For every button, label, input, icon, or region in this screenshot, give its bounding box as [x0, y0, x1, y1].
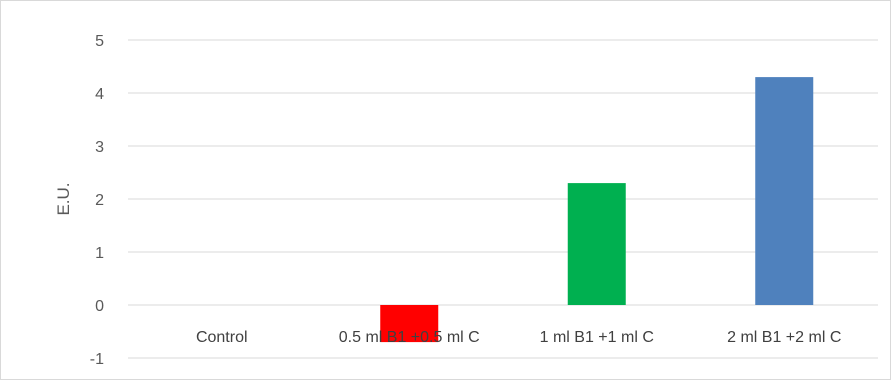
y-tick-label: 2 — [95, 192, 104, 209]
y-tick-label: 1 — [95, 245, 104, 262]
x-category-label: 1 ml B1 +1 ml C — [540, 329, 654, 346]
gridlines — [128, 39, 878, 359]
bar — [380, 305, 439, 343]
y-tick-label: 5 — [95, 33, 104, 50]
y-tick-label: -1 — [90, 351, 104, 368]
x-category-label: Control — [196, 329, 248, 346]
y-tick-labels: -1 0 1 2 3 4 5 — [90, 33, 104, 368]
y-axis-title: E.U. — [54, 182, 73, 215]
x-category-label: 2 ml B1 +2 ml C — [727, 329, 841, 346]
y-tick-label: 3 — [95, 139, 104, 156]
bar — [567, 183, 626, 305]
x-category-label: 0.5 ml B1 +0.5 ml C — [339, 329, 480, 346]
bars — [380, 77, 814, 343]
y-tick-label: 0 — [95, 298, 104, 315]
bar — [755, 77, 814, 305]
y-tick-label: 4 — [95, 86, 104, 103]
category-labels: Control 0.5 ml B1 +0.5 ml C 1 ml B1 +1 ml … — [196, 329, 841, 346]
